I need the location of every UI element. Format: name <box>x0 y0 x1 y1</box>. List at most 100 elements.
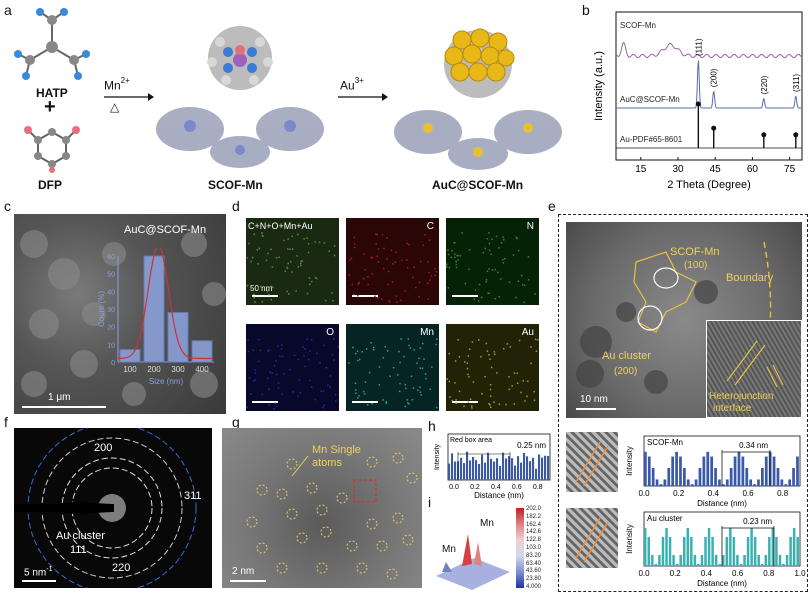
panel-letter-d: d <box>232 198 240 214</box>
colorbar-label-8: 43.60 <box>526 568 542 575</box>
profile1-bar <box>683 468 686 486</box>
hist-ytick-4: 40 <box>107 289 115 296</box>
profile2-xlabel: Distance (nm) <box>697 579 747 588</box>
hrtem-features <box>576 241 772 394</box>
h-bar <box>475 460 478 480</box>
profile1-xtick-3: 0.6 <box>742 489 754 498</box>
eds-scale-bar <box>252 295 278 297</box>
h-bar <box>499 466 502 480</box>
colorbar-label-6: 83.20 <box>526 552 542 559</box>
profile1-xtick-4: 0.8 <box>777 489 789 498</box>
haadf-atom-marker-2 <box>276 488 288 500</box>
h-xtick-2: 0.4 <box>491 484 501 491</box>
hist-xtick-0: 100 <box>123 365 137 374</box>
eds-map-c: C <box>346 218 439 305</box>
h-bar <box>514 465 517 480</box>
colorbar-labels: 202.0 182.2 162.4 142.6 122.8 103.0 83.20 63.40… <box>526 506 554 592</box>
saed-au-label: Au cluster <box>56 530 105 542</box>
saed-111: 111 <box>70 544 87 556</box>
profile2-bar <box>707 528 711 566</box>
haadf-atom-marker-8 <box>286 508 298 520</box>
profile2-xtick-1: 0.2 <box>670 569 682 578</box>
h-bar <box>484 462 487 480</box>
profile1-bar <box>749 479 753 486</box>
thumb2-lines <box>575 517 609 563</box>
xrd-stick-dot-1 <box>711 125 717 131</box>
profile1-bar <box>718 479 721 486</box>
profile1-bar <box>729 468 733 486</box>
au-charge: 3+ <box>354 76 364 85</box>
profile1-bar <box>796 456 799 486</box>
profile2-bar <box>746 537 750 566</box>
profile2-bar <box>732 537 736 566</box>
h-xtick-1: 0.2 <box>470 484 480 491</box>
haadf-atom-marker-0 <box>286 458 298 470</box>
colorbar-label-10: 4.000 <box>526 584 542 590</box>
profile-au-cluster: 0.0 0.2 0.4 0.6 0.8 1.0 Distance (nm) Intensity… <box>625 511 806 588</box>
haadf-atom-marker-14 <box>296 532 308 544</box>
profile1-bar <box>753 484 756 486</box>
panel-letter-h: h <box>428 418 436 434</box>
haadf-atom-marker-12 <box>392 512 404 524</box>
panel-c-sem-image: AuC@SCOF-Mn 0 10 20 30 40 50 60 100 200 300 400 Siz… <box>14 214 226 414</box>
mn-charge: 2+ <box>120 76 130 85</box>
eds-map-mn: Mn <box>346 324 439 411</box>
surface-mn-right: Mn <box>480 518 494 529</box>
h-bar <box>544 455 547 480</box>
thumb1-lines <box>575 441 609 487</box>
h-bar <box>547 455 550 480</box>
haadf-mn-label: Mn Single <box>312 444 361 456</box>
profile1-spacing: 0.34 nm <box>739 441 768 450</box>
dfp-molecule <box>24 126 80 173</box>
xrd-ylabel: Intensity (a.u.) <box>593 51 605 121</box>
profile1-bar <box>792 468 795 486</box>
xrd-series-line-1 <box>616 60 802 109</box>
profile1-bar <box>694 479 698 486</box>
heat-symbol: △ <box>110 100 120 114</box>
profile-scof-mn: 0.0 0.2 0.4 0.6 0.8 Distance (nm) Intensity SCO… <box>625 435 801 508</box>
profile2-bar <box>661 537 665 566</box>
hist-ylabel: Count (%) <box>98 291 106 327</box>
xrd-series-line-0 <box>615 41 803 59</box>
profile2-bar <box>743 555 746 566</box>
panel-a: HATP + DFP Mn2+ △ SCOF-Mn Au3+ <box>0 0 578 196</box>
panel-letter-c: c <box>4 198 11 214</box>
colorbar-label-7: 63.40 <box>526 560 542 567</box>
profile2-xtick-3: 0.6 <box>732 569 744 578</box>
profile2-bar <box>750 528 753 566</box>
sem-texture <box>20 230 226 406</box>
saed-scale-bar <box>22 580 56 582</box>
profile1-bar <box>690 484 694 486</box>
panel-letter-i: i <box>428 494 432 510</box>
profile1-bar <box>772 456 776 486</box>
profile2-xtick-2: 0.4 <box>701 569 713 578</box>
eds-map-o: O <box>246 324 339 411</box>
h-bar <box>523 452 526 480</box>
panel-letter-g: g <box>232 414 240 430</box>
h-bar <box>490 458 493 480</box>
saed-311: 311 <box>184 490 202 502</box>
profile2-bar <box>761 564 764 566</box>
h-bar <box>466 451 469 480</box>
eds-scale-label: 50 nm <box>250 284 273 293</box>
hrtem-scale-bar <box>576 408 616 410</box>
haadf-scale-label: 2 nm <box>232 566 255 577</box>
haadf-atom-marker-3 <box>306 482 318 494</box>
profile2-bar <box>725 537 729 566</box>
hrtem-interface-label: interface <box>713 403 752 414</box>
panel-letter-b: b <box>582 2 590 18</box>
profile2-xtick-4: 0.8 <box>763 569 775 578</box>
profile2-bar <box>771 528 775 566</box>
profile2-bar <box>690 537 693 566</box>
h-bar <box>505 458 508 480</box>
xrd-peak-label-0: (111) <box>694 38 703 56</box>
surface-plot <box>436 534 510 590</box>
scof-mn-structure <box>156 26 324 168</box>
h-bar <box>517 456 520 480</box>
saed-scale-text: 5 nm <box>24 567 47 579</box>
profile2-bar <box>785 555 789 566</box>
hist-ytick-6: 60 <box>107 254 115 261</box>
profile1-bar <box>706 451 710 486</box>
profile2-xtick-0: 0.0 <box>638 569 650 578</box>
panel-letter-a: a <box>4 2 12 18</box>
